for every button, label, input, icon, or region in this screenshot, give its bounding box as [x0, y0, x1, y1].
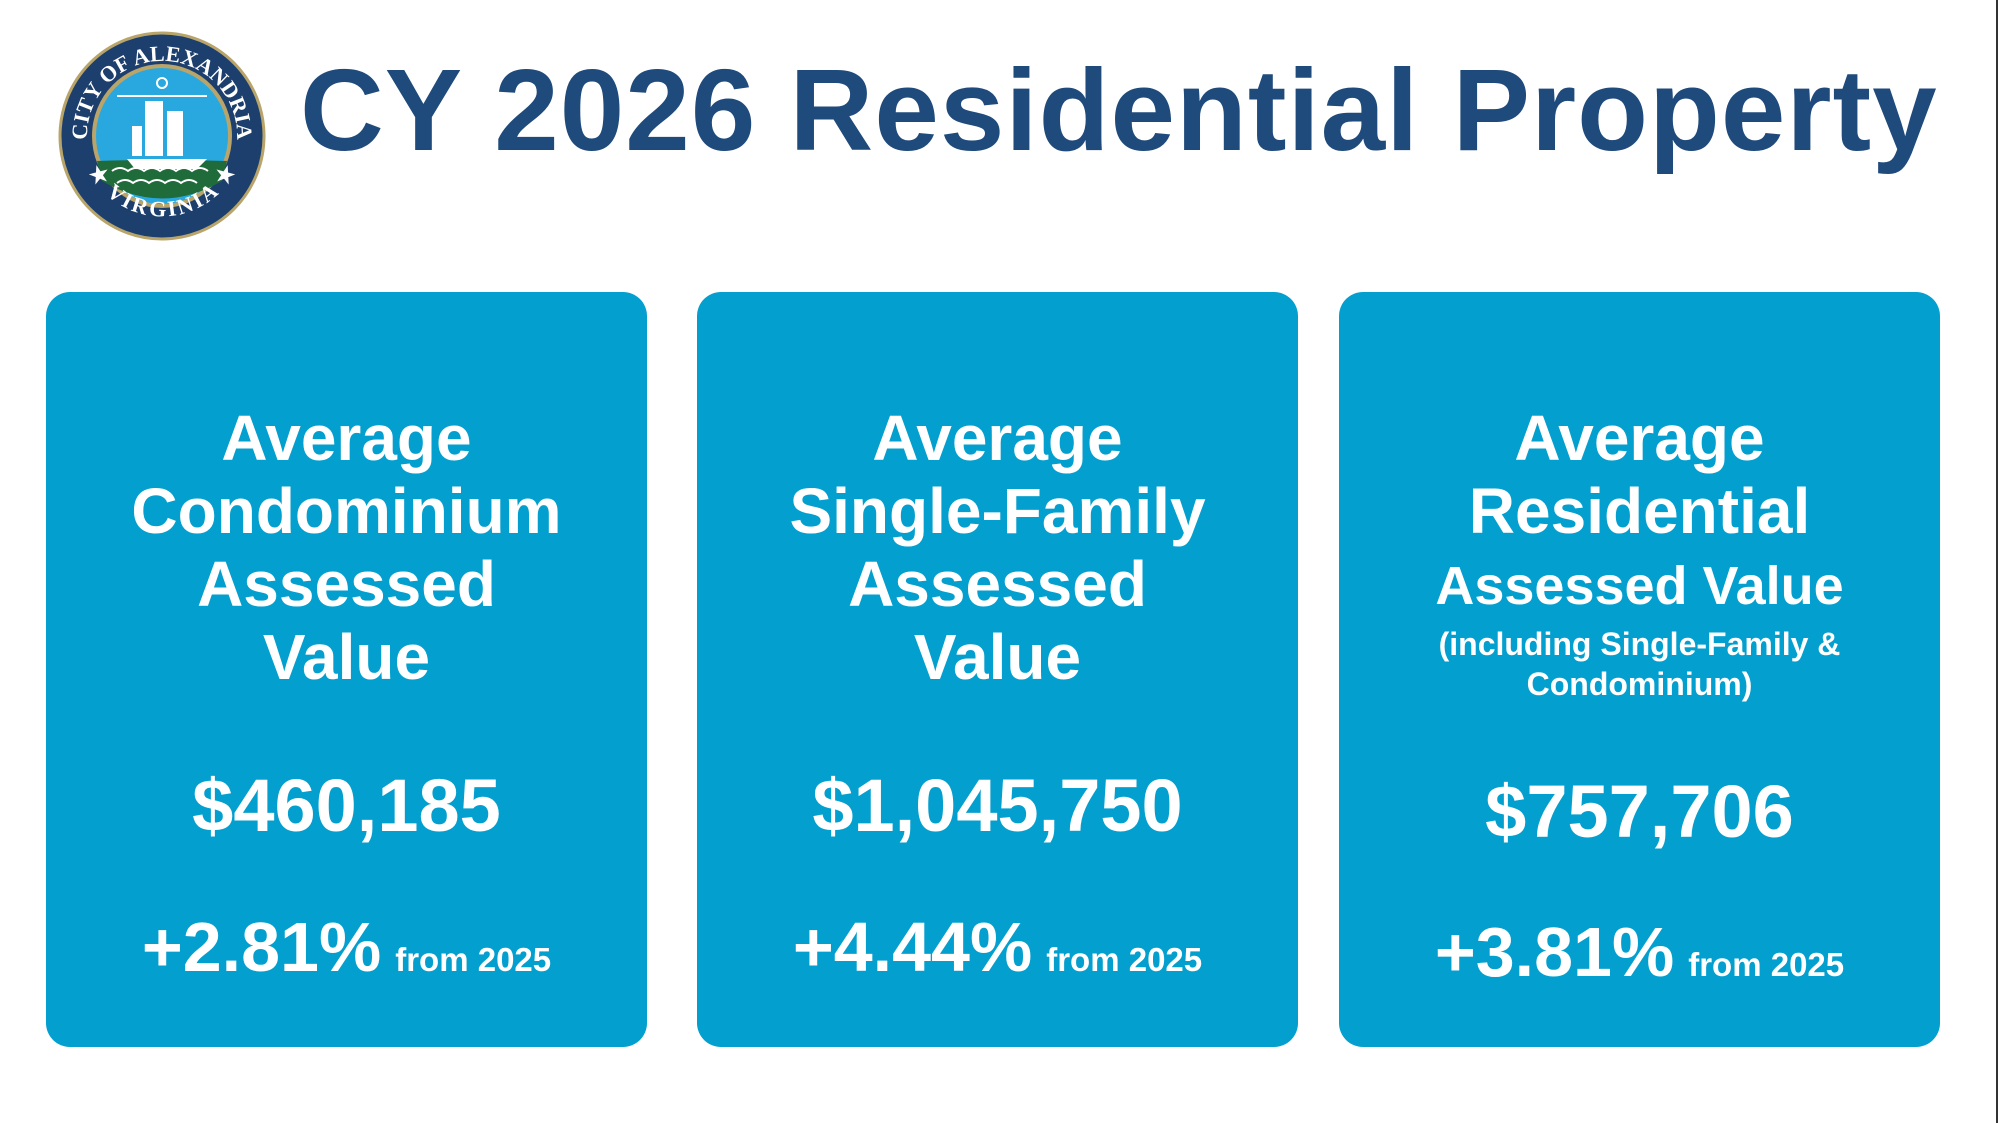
change-suffix: from 2025	[395, 941, 552, 978]
assessed-value: $1,045,750	[812, 764, 1183, 847]
single-family-value-card: Average Single-Family Assessed Value $1,…	[697, 292, 1298, 1047]
card-heading: Average Single-Family Assessed Value	[697, 402, 1298, 694]
card-heading: Average Condominium Assessed Value	[46, 402, 647, 694]
card-heading-line: Value	[913, 621, 1082, 693]
card-heading-line: Average	[872, 402, 1123, 474]
change-from-prior-year: +3.81% from 2025	[1339, 912, 1940, 992]
change-from-prior-year: +2.81% from 2025	[46, 907, 647, 987]
card-heading-line: Value	[262, 621, 431, 693]
card-note-line: (including Single-Family &	[1438, 626, 1841, 662]
assessed-value: $757,706	[1485, 770, 1794, 853]
card-heading-line: Assessed	[848, 548, 1147, 620]
card-heading-line: Condominium	[131, 475, 562, 547]
card-heading: Average Residential Assessed Value (incl…	[1339, 402, 1940, 704]
condominium-value-card: Average Condominium Assessed Value $460,…	[46, 292, 647, 1047]
card-heading-line: Residential	[1468, 475, 1811, 547]
card-heading-line: Assessed	[197, 548, 496, 620]
percent-change: +4.44%	[792, 908, 1033, 986]
assessed-value: $460,185	[192, 764, 501, 847]
change-suffix: from 2025	[1046, 941, 1203, 978]
city-of-alexandria-seal-logo: CITY OF ALEXANDRIA ★ VIRGINIA ★	[58, 31, 266, 241]
residential-value-card: Average Residential Assessed Value (incl…	[1339, 292, 1940, 1047]
percent-change: +2.81%	[141, 908, 382, 986]
card-heading-line: Average	[221, 402, 472, 474]
right-edge-divider	[1996, 0, 1998, 1123]
page-title: CY 2026 Residential Property	[300, 45, 1938, 175]
change-suffix: from 2025	[1688, 946, 1845, 983]
percent-change: +3.81%	[1434, 913, 1675, 991]
change-from-prior-year: +4.44% from 2025	[697, 907, 1298, 987]
card-heading-line: Single-Family	[789, 475, 1206, 547]
card-heading-line: Assessed Value	[1435, 556, 1844, 616]
card-heading-line: Average	[1514, 402, 1765, 474]
card-note-line: Condominium)	[1526, 666, 1753, 702]
